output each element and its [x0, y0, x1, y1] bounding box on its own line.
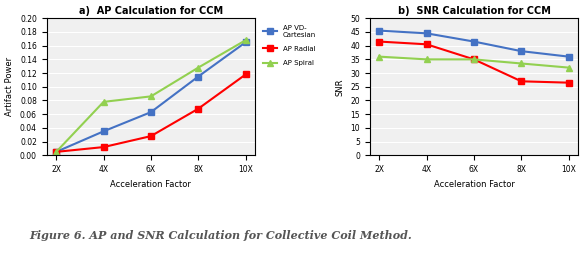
AP Spiral [147, 95, 154, 98]
AP Spiral [53, 150, 60, 153]
AP Radial [53, 150, 60, 153]
Text: Figure 6. AP and SNR Calculation for Collective Coil Method.: Figure 6. AP and SNR Calculation for Col… [29, 230, 412, 241]
SNR (dB) VD-
Cartesian [565, 55, 572, 58]
X-axis label: Acceleration Factor: Acceleration Factor [110, 180, 192, 189]
SNR (dB)
Spiral [423, 58, 430, 61]
SNR (dB)
Spiral [376, 55, 383, 58]
AP Spiral [100, 100, 107, 103]
SNR (dB)
Radial [471, 58, 478, 61]
Line: AP Spiral: AP Spiral [53, 37, 248, 155]
Title: a)  AP Calculation for CCM: a) AP Calculation for CCM [79, 6, 223, 16]
Line: AP VD-
Cartesian: AP VD- Cartesian [53, 39, 248, 155]
SNR (dB) VD-
Cartesian [471, 40, 478, 43]
AP Spiral [195, 66, 202, 69]
SNR (dB)
Spiral [565, 66, 572, 69]
SNR (dB) VD-
Cartesian [423, 32, 430, 35]
X-axis label: Acceleration Factor: Acceleration Factor [433, 180, 515, 189]
Line: SNR (dB)
Radial: SNR (dB) Radial [377, 39, 572, 85]
AP Radial [147, 135, 154, 138]
AP Radial [100, 146, 107, 149]
AP VD-
Cartesian [53, 150, 60, 153]
Title: b)  SNR Calculation for CCM: b) SNR Calculation for CCM [398, 6, 550, 16]
AP VD-
Cartesian [195, 75, 202, 78]
Legend: AP VD-
Cartesian, AP Radial, AP Spiral: AP VD- Cartesian, AP Radial, AP Spiral [260, 22, 319, 69]
SNR (dB) VD-
Cartesian [518, 50, 525, 53]
SNR (dB)
Radial [423, 43, 430, 46]
SNR (dB)
Spiral [518, 62, 525, 65]
SNR (dB)
Spiral [471, 58, 478, 61]
SNR (dB)
Radial [518, 80, 525, 83]
SNR (dB) VD-
Cartesian [376, 29, 383, 32]
AP Spiral [242, 39, 249, 42]
AP Radial [195, 107, 202, 110]
AP VD-
Cartesian [242, 41, 249, 44]
AP VD-
Cartesian [100, 130, 107, 133]
SNR (dB)
Radial [565, 81, 572, 84]
Y-axis label: Artifact Power: Artifact Power [5, 57, 15, 116]
AP VD-
Cartesian [147, 111, 154, 114]
SNR (dB)
Radial [376, 40, 383, 43]
Line: SNR (dB) VD-
Cartesian: SNR (dB) VD- Cartesian [377, 28, 572, 60]
Line: SNR (dB)
Spiral: SNR (dB) Spiral [377, 54, 572, 70]
AP Radial [242, 73, 249, 76]
Y-axis label: SNR: SNR [336, 78, 345, 96]
Line: AP Radial: AP Radial [53, 72, 248, 155]
